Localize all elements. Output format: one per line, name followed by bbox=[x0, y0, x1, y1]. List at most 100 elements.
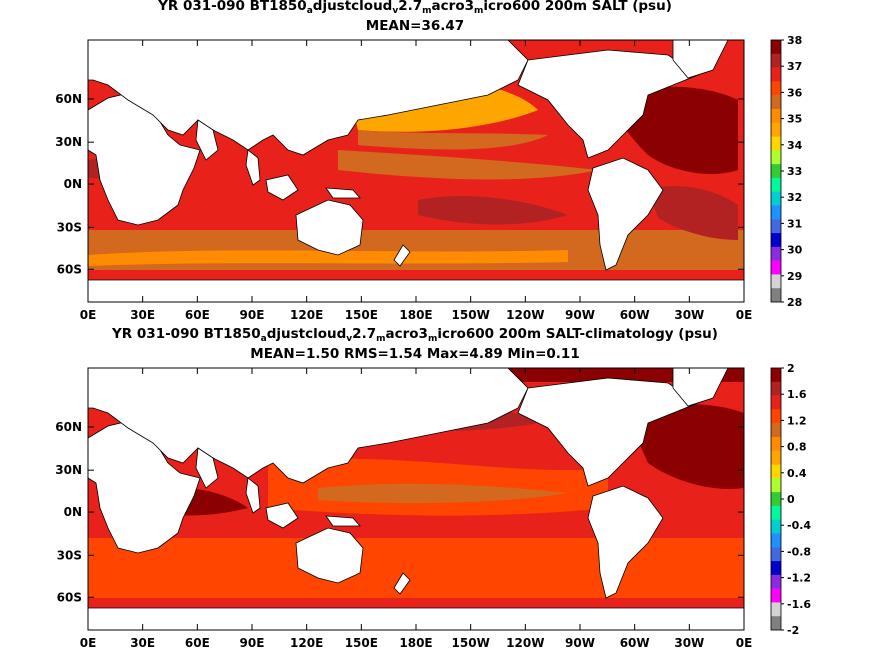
colorbar-swatch bbox=[771, 395, 781, 410]
colorbar-swatch bbox=[771, 409, 781, 424]
sub-v: v bbox=[346, 334, 353, 344]
colorbar-swatch bbox=[771, 67, 781, 82]
south-pacific-salty bbox=[418, 195, 568, 225]
panel1-stats: MEAN=36.47 bbox=[365, 18, 465, 34]
t2b: djustcloud bbox=[266, 326, 347, 342]
x-tick-label: 60E bbox=[185, 308, 210, 322]
x-tick-label: 180E bbox=[399, 308, 432, 322]
colorbar-label: -1.6 bbox=[787, 598, 811, 611]
colorbar-swatch bbox=[771, 436, 781, 452]
colorbar-swatch bbox=[771, 108, 781, 124]
x-tick-label: 30W bbox=[674, 308, 704, 322]
colorbar-label: 0.4 bbox=[787, 467, 807, 480]
x-tick-label: 120E bbox=[290, 308, 323, 322]
x-tick-label: 120E bbox=[290, 636, 323, 650]
x-tick-label: 30W bbox=[674, 636, 704, 650]
colorbar-swatch bbox=[771, 150, 781, 165]
south-atlantic-salty bbox=[648, 185, 738, 240]
x-tick-label: 120W bbox=[506, 308, 544, 322]
colorbar-swatch bbox=[771, 616, 781, 631]
band-35 bbox=[88, 250, 568, 266]
t2c: 2.7 bbox=[352, 326, 377, 342]
colorbar-label: -1.2 bbox=[787, 572, 811, 585]
colorbar-swatch bbox=[771, 177, 781, 192]
np-band2 bbox=[358, 130, 548, 150]
equatorial-band bbox=[338, 150, 598, 180]
colorbar-label: 29 bbox=[787, 270, 802, 283]
colorbar-label: 1.2 bbox=[787, 414, 807, 427]
panel1-title: YR 031-090 BT1850adjustcloudv2.7macro3mi… bbox=[0, 0, 830, 16]
x-tick-label: 90E bbox=[240, 308, 265, 322]
y-tick-label: 60S bbox=[57, 262, 82, 276]
x-tick-label: 60E bbox=[185, 636, 210, 650]
y-tick-label: 0N bbox=[64, 177, 82, 191]
colorbar-swatch bbox=[771, 588, 781, 603]
colorbar-swatch bbox=[771, 381, 781, 396]
colorbar-swatch bbox=[771, 219, 781, 234]
colorbar-swatch bbox=[771, 547, 781, 562]
x-tick-label: 60W bbox=[620, 308, 650, 322]
x-tick-label: 30E bbox=[130, 636, 155, 650]
axes-layer: 0E 30E 60E 90E 120E 150E 180E 150W 120W 90W 60W 30W… bbox=[55, 34, 811, 650]
colorbar-swatch bbox=[771, 164, 781, 179]
colorbar-swatch bbox=[771, 246, 781, 261]
sub-a: a bbox=[260, 334, 267, 344]
colorbar-swatch bbox=[771, 233, 781, 248]
colorbar-label: 1.6 bbox=[787, 388, 807, 401]
colorbar-swatch bbox=[771, 191, 781, 206]
y-tick-label: 30S bbox=[57, 548, 82, 562]
y-tick-label: 0N bbox=[64, 505, 82, 519]
x-tick-label: 0E bbox=[736, 308, 753, 322]
colorbar-label: 36 bbox=[787, 86, 803, 99]
x-tick-label: 180E bbox=[399, 636, 432, 650]
colorbar-label: 32 bbox=[787, 191, 802, 204]
colorbar-swatch bbox=[771, 136, 781, 151]
colorbar-swatch bbox=[771, 533, 781, 548]
sub-a: a bbox=[306, 6, 313, 16]
southern-band bbox=[88, 538, 744, 598]
colorbar-swatch bbox=[771, 95, 781, 110]
x-tick-label: 0E bbox=[736, 636, 753, 650]
y-tick-label: 30N bbox=[55, 135, 82, 149]
y-tick-label: 60S bbox=[57, 590, 82, 604]
colorbar-label: 28 bbox=[787, 296, 802, 309]
x-tick-label: 0E bbox=[80, 636, 97, 650]
x-tick-label: 60W bbox=[620, 636, 650, 650]
colorbar-label: 31 bbox=[787, 217, 802, 230]
colorbar-label: 34 bbox=[787, 139, 803, 152]
colorbar-label: 0 bbox=[787, 493, 795, 506]
x-tick-label: 30E bbox=[130, 308, 155, 322]
colorbar-swatch bbox=[771, 602, 781, 617]
colorbar-swatch bbox=[771, 122, 781, 137]
x-tick-label: 150W bbox=[452, 308, 490, 322]
t1d: acro3 bbox=[431, 0, 474, 14]
sub-v: v bbox=[392, 6, 399, 16]
colorbar-swatch bbox=[771, 53, 781, 68]
x-tick-label: 120W bbox=[506, 636, 544, 650]
colorbar-label: 37 bbox=[787, 60, 802, 73]
x-tick-label: 150W bbox=[452, 636, 490, 650]
t1c: 2.7 bbox=[398, 0, 423, 14]
panel1-title-text: YR 031-090 BT1850 bbox=[158, 0, 307, 14]
colorbar-label: 2 bbox=[787, 362, 795, 375]
panel2-title: YR 031-090 BT1850adjustcloudv2.7macro3mi… bbox=[0, 326, 830, 344]
colorbar-swatch bbox=[771, 505, 781, 520]
colorbar-label: 38 bbox=[787, 34, 802, 47]
colorbar-swatch bbox=[771, 260, 781, 275]
panel1-map bbox=[87, 39, 745, 303]
colorbar-label: -0.4 bbox=[787, 519, 811, 532]
panel2-stats: MEAN=1.50 RMS=1.54 Max=4.89 Min=0.11 bbox=[250, 346, 580, 362]
y-tick-label: 30N bbox=[55, 463, 82, 477]
colorbar-swatch bbox=[771, 368, 781, 383]
colorbar-label: 33 bbox=[787, 165, 802, 178]
x-tick-label: 0E bbox=[80, 308, 97, 322]
panel2-title-text: YR 031-090 BT1850 bbox=[112, 326, 261, 342]
y-tick-label: 30S bbox=[57, 220, 82, 234]
colorbar-swatch bbox=[771, 450, 781, 465]
colorbar-label: 30 bbox=[787, 244, 803, 257]
panel2-map bbox=[87, 367, 745, 631]
trop-band bbox=[318, 483, 568, 504]
t1b: djustcloud bbox=[312, 0, 393, 14]
colorbar-label: 35 bbox=[787, 113, 802, 126]
colorbar-label: 0.8 bbox=[787, 441, 807, 454]
